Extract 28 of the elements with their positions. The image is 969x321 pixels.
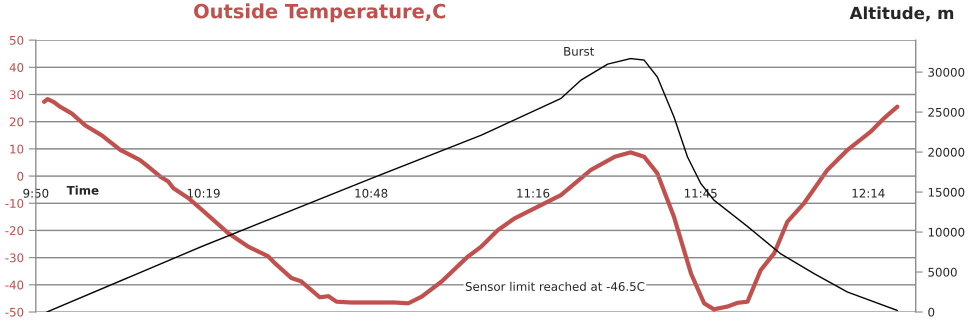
y-tick-label: -50: [5, 308, 24, 317]
y-tick-label: 20: [10, 117, 24, 126]
y-tick-label: 0: [17, 172, 24, 181]
y-tick-label: 30: [10, 90, 24, 100]
x-axis-title: Time: [66, 186, 98, 195]
annotation: Burst: [564, 47, 594, 56]
y2-tick-label: 25000: [928, 108, 964, 117]
y2-tick-label: 5000: [928, 268, 957, 277]
x-tick-label: 9:50: [23, 188, 48, 198]
y2-tick-label: 30000: [928, 68, 964, 77]
y2-tick-label: 15000: [928, 188, 964, 197]
y-tick-label: -10: [5, 198, 24, 208]
y2-tick-label: 10000: [928, 228, 964, 237]
y-tick-label: -30: [5, 253, 24, 262]
x-tick-label: 10:48: [355, 188, 388, 198]
chart-title: Outside Temperature,C: [194, 3, 446, 22]
y-tick-label: -20: [5, 226, 24, 236]
y-tick-label: 50: [10, 36, 24, 45]
y2-tick-label: 20000: [928, 148, 964, 157]
x-tick-label: 10:19: [188, 188, 220, 198]
y2-axis-title: Altitude, m: [850, 6, 954, 22]
y-tick-label: 10: [10, 144, 24, 154]
y2-tick-label: 0: [928, 308, 934, 317]
x-tick-label: 12:14: [852, 188, 885, 198]
annotation: Sensor limit reached at -46.5C: [466, 282, 644, 291]
y-tick-label: -40: [5, 280, 24, 290]
y-tick-label: 40: [10, 63, 24, 72]
x-tick-label: 11:16: [517, 188, 550, 198]
